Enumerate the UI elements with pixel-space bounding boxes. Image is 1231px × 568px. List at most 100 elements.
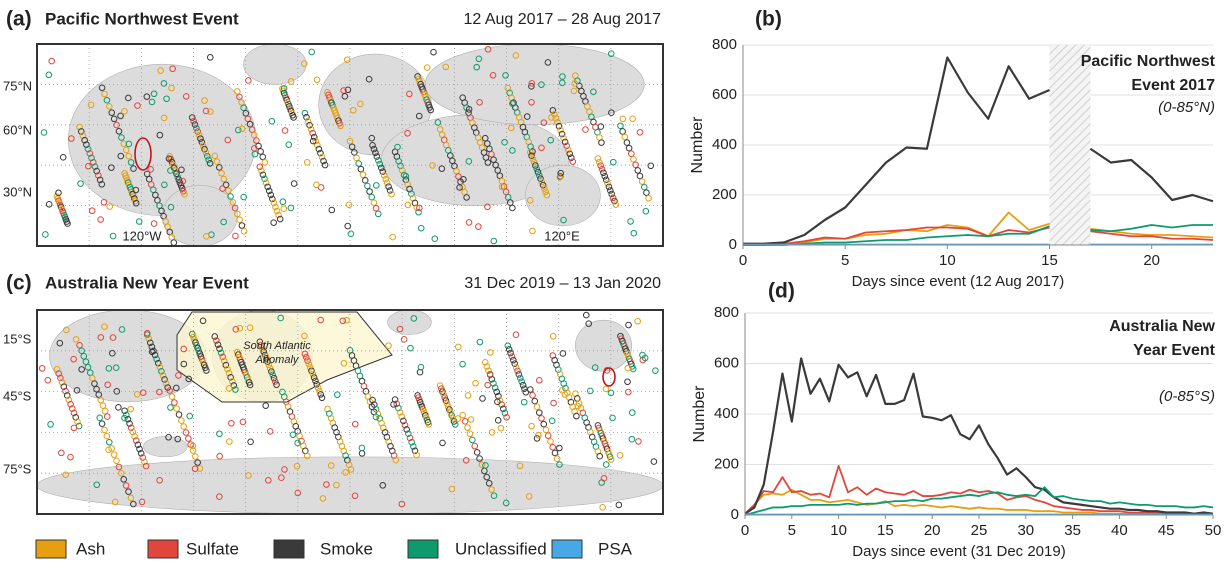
y-axis-label: Number (691, 385, 708, 443)
detection-dot (538, 178, 546, 186)
detection-dot (266, 428, 274, 435)
detection-dot (558, 79, 566, 87)
detection-dot (137, 450, 145, 457)
detection-dot (333, 481, 340, 489)
detection-dot (203, 152, 211, 160)
y-tick-label: 800 (712, 36, 737, 53)
detection-dot (239, 418, 247, 426)
detection-dot (272, 203, 279, 211)
detection-dot (248, 126, 256, 133)
detection-dot (343, 316, 350, 324)
detection-dot (532, 162, 539, 169)
detection-dot (560, 134, 567, 142)
detection-dot (442, 397, 450, 404)
detection-dot (112, 364, 120, 372)
detection-dot (97, 334, 105, 341)
event-marker (134, 137, 152, 171)
detection-dot (238, 125, 246, 133)
detection-dot (70, 409, 78, 417)
detection-dot (132, 437, 140, 444)
detection-dot (456, 184, 463, 191)
lat-label: 75°N (3, 78, 32, 93)
chart-annotation: Australia New (1109, 318, 1215, 335)
detection-dot (642, 207, 650, 215)
detection-dot (165, 433, 172, 441)
detection-dot (109, 349, 116, 357)
detection-dot (89, 374, 96, 382)
detection-dot (490, 237, 498, 245)
detection-dot (220, 218, 227, 226)
detection-dot (118, 326, 126, 333)
detection-dot (509, 204, 516, 212)
detection-dot (173, 170, 180, 178)
detection-dot (520, 398, 528, 406)
detection-dot (169, 161, 177, 169)
detection-dot (386, 187, 394, 194)
chart-annotation: Pacific Northwest (1081, 53, 1216, 70)
region-note: (0-85°N) (1158, 99, 1215, 116)
detection-dot (202, 149, 210, 157)
legend-label: Smoke (320, 539, 373, 558)
map-panel: (a) Pacific Northwest Event 12 Aug 2017 – … (3, 8, 664, 247)
detection-dot (168, 84, 175, 92)
detection-dot (635, 438, 642, 445)
detection-dot (111, 498, 119, 506)
detection-dot (548, 114, 555, 121)
detection-dot (156, 388, 163, 396)
detection-dot (219, 353, 227, 361)
detection-dot (261, 351, 269, 359)
detection-dot (60, 383, 68, 390)
detection-dot (374, 210, 382, 218)
detection-dot (105, 438, 113, 446)
detection-dot (634, 167, 642, 174)
detection-dot (222, 181, 230, 189)
detection-dot (448, 412, 456, 419)
line-chart: 0 200 400 600 800 0 5 10 15 20 (b) Pacific Northwes… (689, 8, 1215, 290)
detection-dot (201, 145, 208, 153)
detection-dot (273, 207, 281, 215)
detection-dot (88, 154, 95, 162)
detection-dot (396, 325, 404, 333)
detection-dot (124, 415, 132, 423)
detection-dot (84, 145, 92, 153)
detection-dot (308, 367, 315, 375)
detection-dot (174, 173, 181, 180)
detection-dot (166, 387, 173, 394)
detection-dot (567, 154, 575, 162)
detection-dot (199, 142, 207, 149)
detection-dot (201, 97, 208, 104)
detection-dot (464, 424, 471, 431)
detection-dot (86, 369, 94, 377)
detection-dot (122, 482, 130, 489)
detection-dot (439, 439, 446, 447)
detection-dot (464, 392, 472, 399)
legend: Ash Sulfate Smoke Unclassified PSA (35, 539, 633, 559)
detection-dot (72, 414, 80, 421)
detection-dot (258, 167, 265, 175)
detection-dot (303, 452, 311, 460)
detection-dot (550, 399, 557, 407)
detection-dot (327, 462, 335, 469)
detection-dot (211, 333, 219, 340)
detection-dot (321, 161, 329, 169)
detection-dot (277, 314, 285, 322)
detection-dot (313, 380, 321, 388)
detection-dot (125, 140, 133, 148)
detection-dot (493, 388, 501, 396)
detection-dot (378, 164, 385, 172)
detection-dot (310, 374, 318, 381)
detection-dot (148, 343, 156, 351)
detection-dot (379, 482, 387, 489)
detection-dot (619, 115, 627, 123)
detection-dot (447, 409, 454, 416)
detection-dot (220, 175, 228, 183)
x-tick-label: 40 (1111, 522, 1128, 539)
detection-dot (202, 107, 210, 115)
detection-dot (605, 183, 613, 191)
detection-dot (534, 168, 542, 176)
detection-dot (207, 108, 214, 115)
detection-dot (216, 345, 223, 353)
detection-dot (302, 353, 310, 361)
detection-dot (489, 72, 497, 79)
detection-dot (121, 414, 128, 422)
